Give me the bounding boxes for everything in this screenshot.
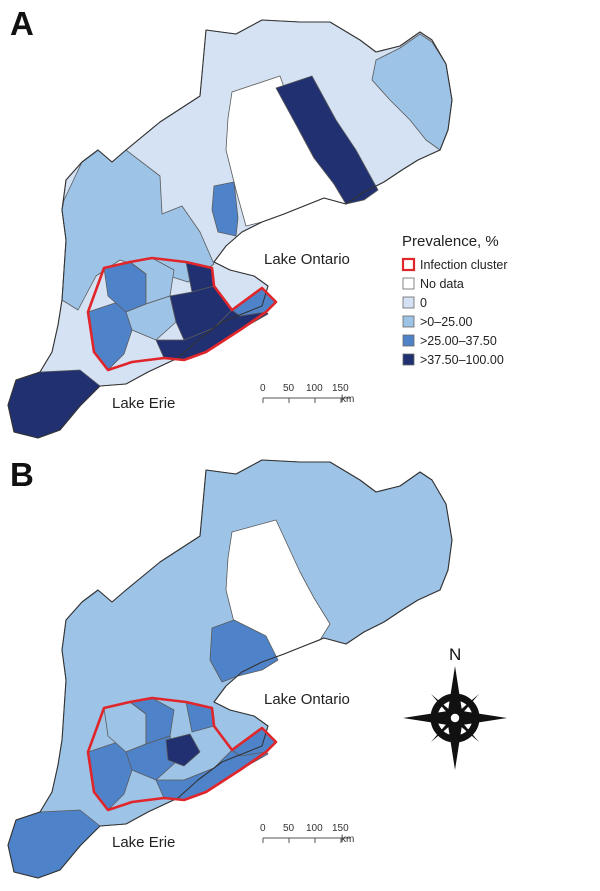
legend-items: Infection cluster No data 0 >0–25.00 >25.00–… [401, 257, 508, 367]
panel-a-scale-tick-150: 150 [332, 383, 349, 394]
panel-a-infection-cluster-outline [86, 256, 278, 372]
panel-a-region-mid-small [211, 181, 239, 237]
panel-a-scale-unit: km [341, 394, 354, 405]
panel-b-lake-ontario-label: Lake Ontario [264, 691, 350, 708]
panel-b-map [7, 459, 453, 879]
legend: Prevalence, % Infection cluster No data 0 >… [401, 233, 508, 367]
panel-a-scale-tick-50: 50 [283, 383, 295, 394]
legend-swatch-zero [402, 296, 415, 309]
legend-label-mid: >25.00–37.50 [420, 334, 497, 348]
panel-a-scale-tick-100: 100 [306, 383, 323, 394]
legend-label-cluster: Infection cluster [420, 258, 508, 272]
panel-b-scale-tick-150: 150 [332, 823, 349, 834]
panel-b-cluster-region-6 [165, 733, 201, 767]
panel-b-letter: B [10, 456, 34, 493]
panel-a-region-high-southwest [7, 369, 101, 439]
panel-a-map [7, 19, 453, 439]
legend-label-high: >37.50–100.00 [420, 353, 504, 367]
panel-b-scale-unit: km [341, 834, 354, 845]
legend-swatch-low [402, 315, 415, 328]
panel-b-scale-tick-100: 100 [306, 823, 323, 834]
legend-swatch-high [402, 353, 415, 366]
panel-b-lake-erie-label: Lake Erie [112, 834, 175, 851]
panel-b-scale-tick-0: 0 [260, 823, 266, 834]
panel-a-lake-erie-label: Lake Erie [112, 395, 175, 412]
legend-label-zero: 0 [420, 296, 427, 310]
legend-label-no_data: No data [420, 277, 464, 291]
legend-title: Prevalence, % [402, 233, 499, 250]
legend-swatch-cluster [401, 257, 416, 272]
panel-b-coastline [7, 459, 453, 879]
compass-north-label: N [449, 645, 461, 664]
panel-b-scale-tick-50: 50 [283, 823, 295, 834]
panel-a-lake-ontario-label: Lake Ontario [264, 251, 350, 268]
legend-swatch-no_data [402, 277, 415, 290]
panel-b-scale-bar: 0 50 100 150 km [260, 823, 354, 845]
panel-a-letter: A [10, 5, 34, 42]
panel-a-scale-bar: 0 50 100 150 km [260, 383, 354, 405]
panel-a-region-high-east [275, 75, 379, 205]
panel-b-region-mid-north [209, 619, 279, 683]
panel-b-region-mid-southwest [7, 809, 101, 879]
compass-rose-icon: N [403, 645, 507, 770]
panel-a-coastline [7, 19, 453, 439]
legend-swatch-mid [402, 334, 415, 347]
panel-a-scale-tick-0: 0 [260, 383, 266, 394]
legend-label-low: >0–25.00 [420, 315, 473, 329]
panel-b-infection-cluster-outline [86, 696, 278, 812]
